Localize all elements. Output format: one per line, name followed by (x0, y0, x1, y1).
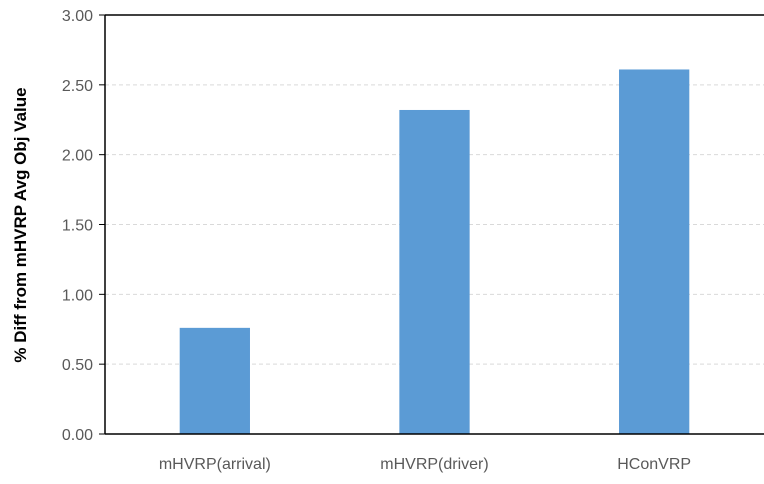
y-tick-label: 1.50 (62, 218, 93, 235)
y-tick-labels: 0.00 0.50 1.00 1.50 2.00 2.50 3.00 (62, 8, 105, 444)
bars (179, 69, 690, 435)
x-tick-label: HConVRP (617, 456, 691, 473)
y-tick-label: 3.00 (62, 8, 93, 25)
y-tick-label: 1.00 (62, 287, 93, 304)
bar-hconvrp (619, 69, 690, 434)
y-tick-label: 2.00 (62, 148, 93, 165)
y-tick-label: 0.50 (62, 357, 93, 374)
bar-mhvrp-arrival (179, 327, 250, 434)
x-tick-label: mHVRP(arrival) (159, 456, 271, 473)
y-tick-label: 0.00 (62, 427, 93, 444)
x-tick-labels: mHVRP(arrival) mHVRP(driver) HConVRP (159, 456, 691, 473)
y-tick-label: 2.50 (62, 78, 93, 95)
bar-mhvrp-driver (399, 109, 470, 435)
y-axis-label: % Diff from mHVRP Avg Obj Value (11, 87, 30, 362)
x-tick-label: mHVRP(driver) (380, 456, 488, 473)
